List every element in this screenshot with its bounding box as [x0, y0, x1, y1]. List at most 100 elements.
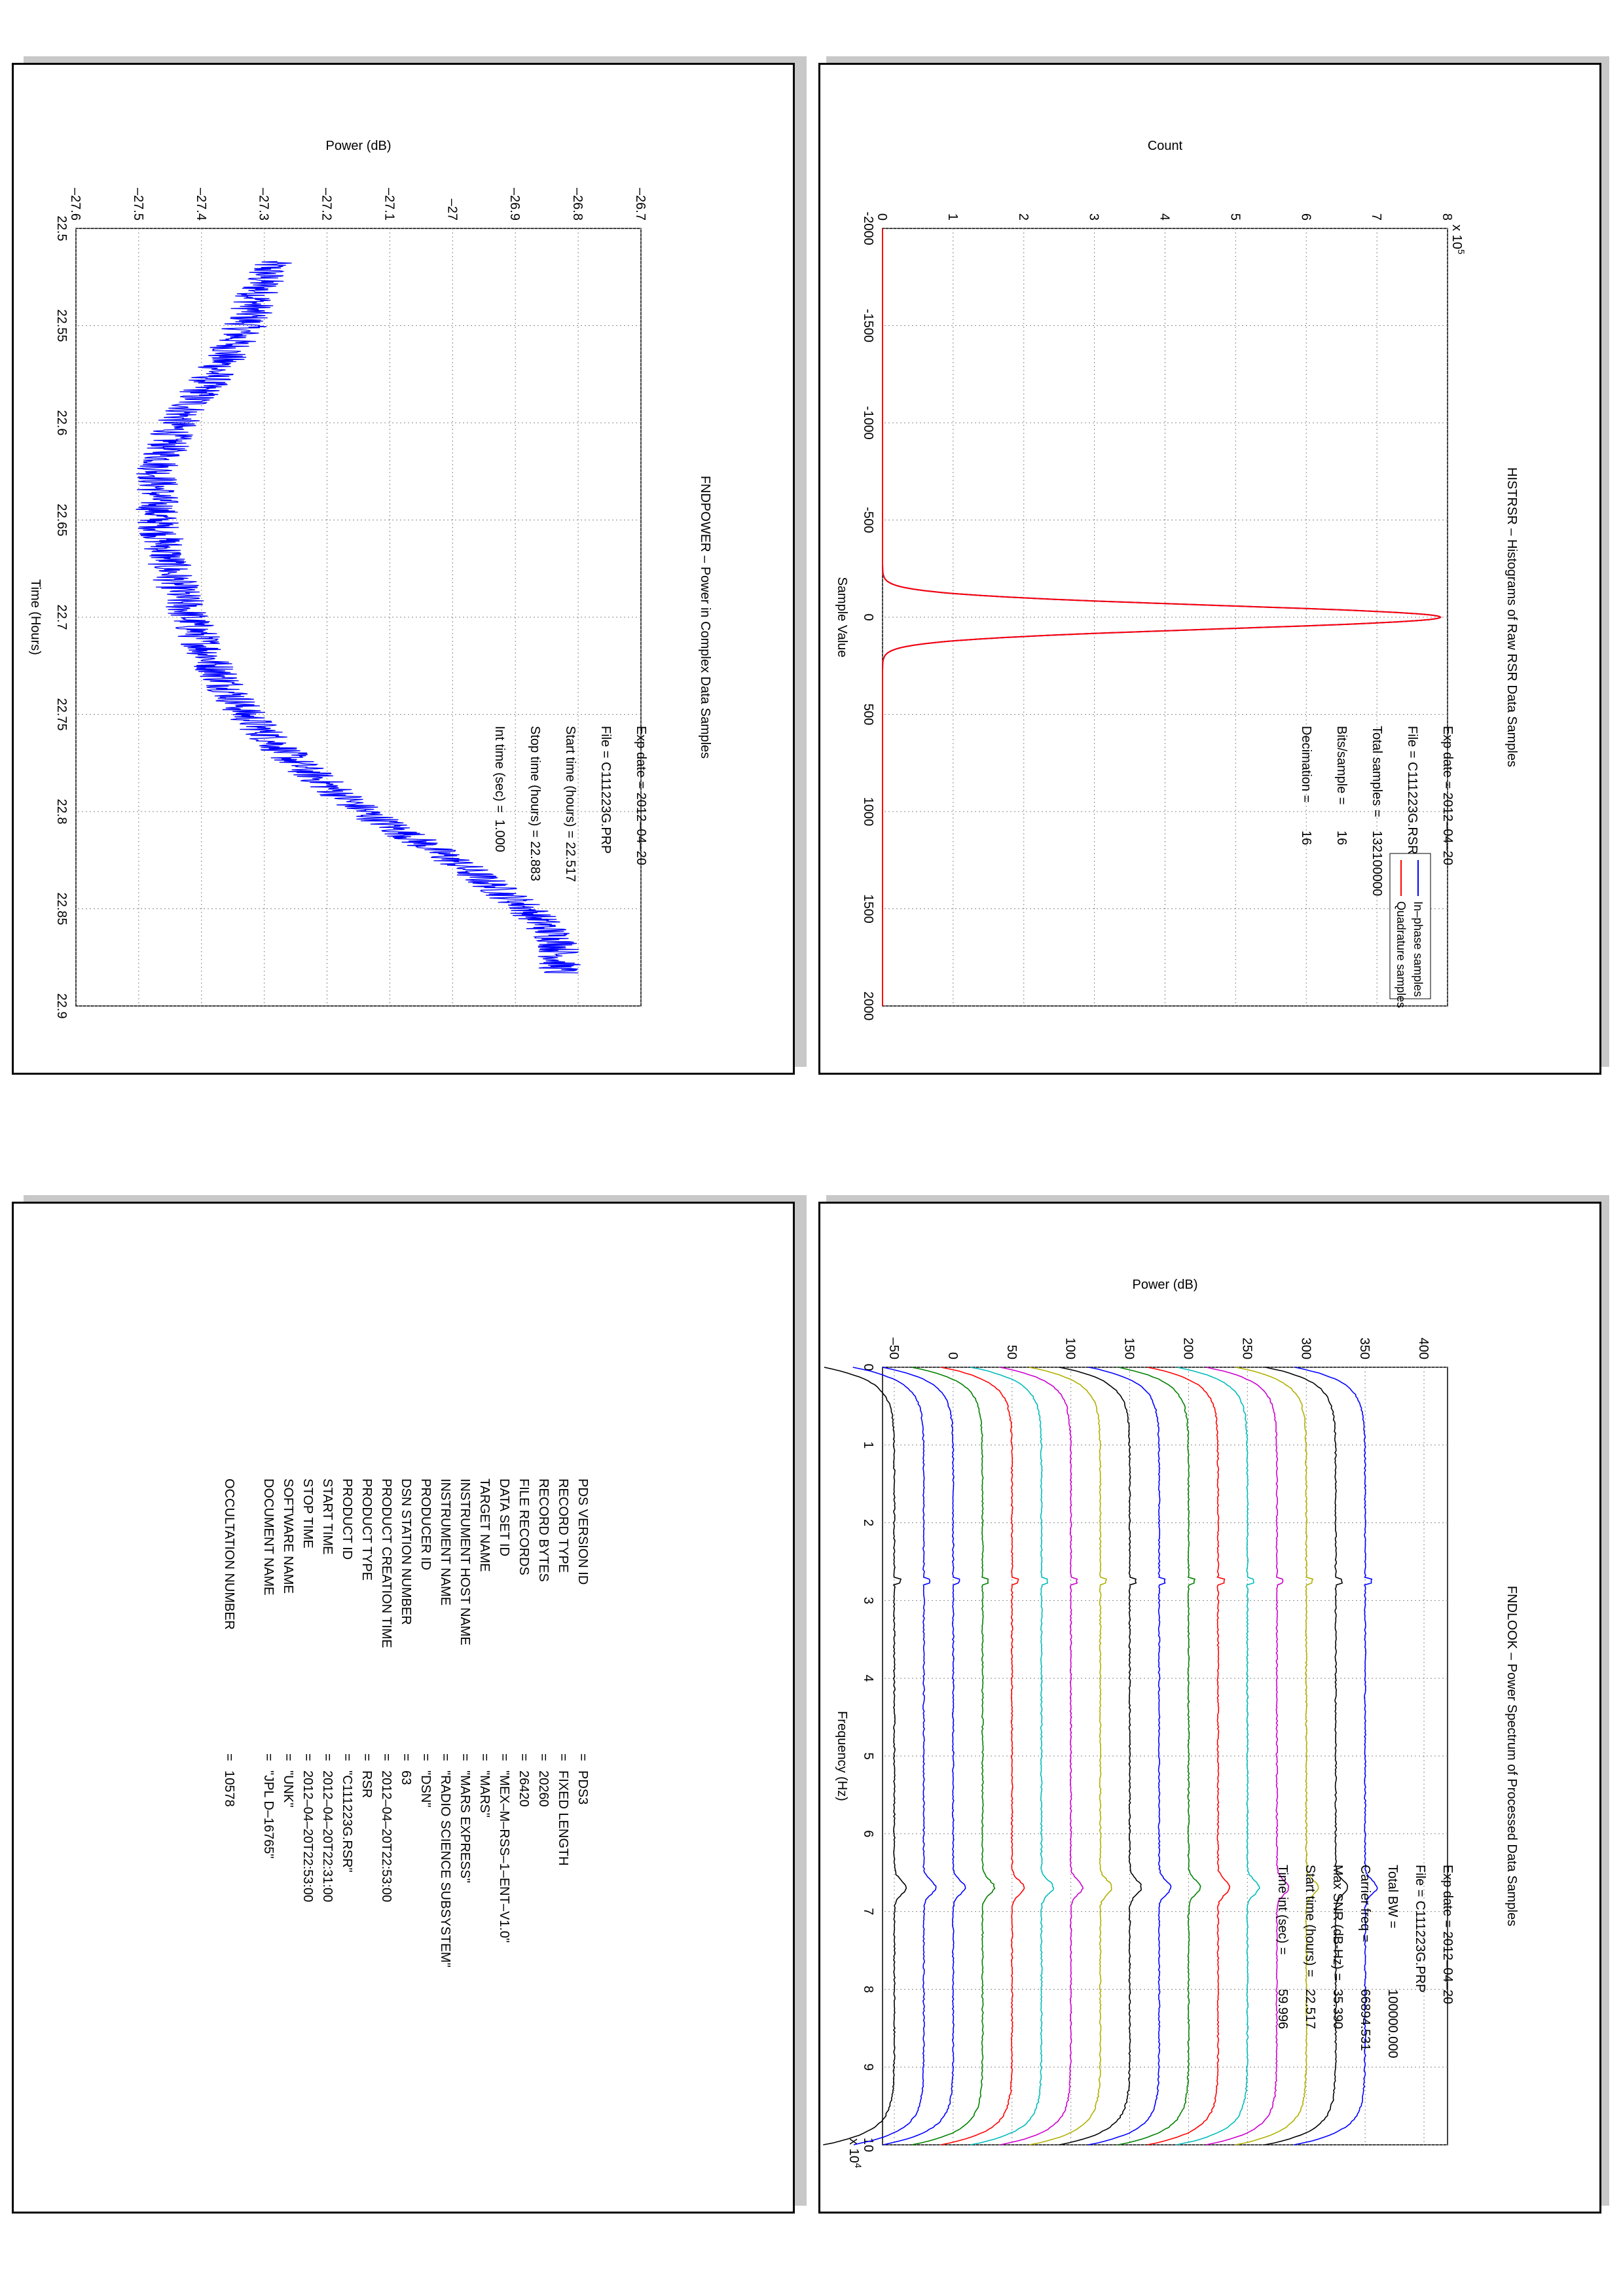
info-label: File = C111223G.RSR: [1405, 726, 1419, 855]
x-axis-label: Frequency (Hz): [835, 1711, 849, 1801]
pds-key: TARGET NAME: [477, 1479, 492, 1572]
series-line: [1294, 1367, 1378, 2145]
y-tick-label: 300: [1298, 1338, 1313, 1359]
pds-value: PDS3: [575, 1770, 590, 1805]
series-line: [1000, 1367, 1084, 2145]
pds-equals: =: [497, 1753, 511, 1761]
y-tick-label: –50: [886, 1338, 901, 1359]
pds-equals: =: [301, 1753, 315, 1761]
histogram-chart: -2000 -1500 -1000 -500 0 500 1000 1500 2000 0 1 2 3 4…: [835, 139, 1519, 1020]
series-line: [1059, 1367, 1142, 2145]
y-axis-label: Power (dB): [325, 139, 391, 153]
pds-row: PDS VERSION ID = PDS3: [573, 1204, 590, 2212]
info-value: 16: [1299, 831, 1313, 845]
pds-value: "MARS": [477, 1770, 492, 1818]
pds-row: TARGET NAME = "MARS": [475, 1204, 492, 2212]
series-line: [852, 1367, 937, 2145]
x-tick-label: 5: [861, 1752, 875, 1759]
y-tick-label: 7: [1369, 213, 1383, 221]
pds-equals: =: [418, 1753, 433, 1761]
x-tick-label: 22.75: [54, 698, 69, 730]
series-line: [940, 1367, 1025, 2145]
series-line: [1029, 1367, 1112, 2145]
y-tick-label: 2: [1016, 213, 1030, 221]
power-chart: 22.5 22.55 22.6 22.65 22.7 22.75 22.8 22.85 22.9…: [28, 139, 712, 1018]
pds-value: 2012–04–20T22:53:00: [301, 1770, 315, 1903]
info-label: File = C111223G.PRP: [1413, 1865, 1427, 1992]
y-tick-label: –27: [445, 199, 459, 221]
x-tick-label: 0: [861, 1363, 875, 1371]
pds-equals: =: [222, 1753, 236, 1761]
x-tick-label: 22.55: [54, 309, 69, 342]
pds-row: SOFTWARE NAME = "UNK": [278, 1204, 295, 2212]
pds-value: 2012–04–20T22:31:00: [320, 1770, 335, 1903]
pds-key: PRODUCT CREATION TIME: [379, 1479, 393, 1648]
pds-key: RECORD TYPE: [556, 1479, 570, 1573]
y-tick-label: 0: [945, 1352, 960, 1359]
legend: In–phase samples Quadrature samples: [1389, 853, 1431, 1008]
pds-equals: =: [379, 1753, 393, 1761]
pds-equals: =: [340, 1753, 354, 1761]
y-exponent-power: 5: [1456, 249, 1467, 255]
y-tick-label: 5: [1228, 213, 1242, 221]
pds-value: RSR: [359, 1770, 374, 1799]
legend-label: Quadrature samples: [1395, 901, 1408, 1008]
pds-equals: =: [438, 1753, 452, 1761]
pds-equals: =: [320, 1753, 335, 1761]
series-line: [882, 1367, 966, 2145]
pds-value: 2012–04–20T22:53:00: [379, 1770, 393, 1903]
y-axis-label: Count: [1148, 139, 1183, 153]
x-tick-label: 2000: [861, 992, 875, 1021]
pds-equals: =: [477, 1753, 492, 1761]
pds-key: PRODUCT TYPE: [359, 1479, 374, 1581]
pds-row: DATA SET ID = "MEX–M–RSS–1–ENT–V1.0": [494, 1204, 511, 2212]
pds-row: [239, 1204, 256, 2212]
pds-label-table: PDS VERSION ID = PDS3 RECORD TYPE = FIXED LEN…: [14, 1204, 793, 2212]
pds-key: PRODUCER ID: [418, 1479, 433, 1571]
info-value: 16: [1334, 831, 1349, 845]
info-label: Bits/sample =: [1334, 726, 1349, 805]
chart-title: FNDPOWER – Power in Complex Data Samples: [698, 476, 712, 759]
y-axis-label: Power (dB): [1132, 1278, 1197, 1292]
x-tick-label: 7: [861, 1908, 875, 1915]
x-tick-label: 22.6: [54, 410, 69, 436]
series-line: [136, 260, 581, 974]
series-line: [1264, 1367, 1349, 2145]
x-tick-label: 1500: [861, 894, 875, 924]
y-tick-label: 350: [1357, 1338, 1372, 1359]
y-tick-label: 150: [1122, 1338, 1137, 1359]
pds-value: "JPL D–16765": [261, 1770, 276, 1859]
info-label: File = C111223G.PRP: [598, 726, 613, 853]
chart-title: FNDLOOK – Power Spectrum of Processed Da…: [1504, 1586, 1519, 1926]
info-value: 66894.531: [1358, 1989, 1372, 2051]
series-line: [1118, 1367, 1201, 2145]
x-tick-label: 4: [861, 1675, 875, 1682]
y-exponent-label: x 105: [1450, 224, 1467, 255]
series-line: [911, 1367, 996, 2145]
x-tick-label: 3: [861, 1597, 875, 1604]
pds-value: "UNK": [281, 1770, 295, 1808]
pds-equals: =: [399, 1753, 413, 1761]
pds-value: 63: [399, 1770, 413, 1785]
pds-row: FILE RECORDS = 26420: [514, 1204, 531, 2212]
y-tick-label: –27.1: [382, 188, 396, 221]
pds-row: DOCUMENT NAME = "JPL D–16765": [259, 1204, 276, 2212]
rotated-page: -2000 -1500 -1000 -500 0 500 1000 1500 2000 0 1 2 3 4…: [835, 139, 1519, 1020]
pds-key: RECORD BYTES: [536, 1479, 551, 1582]
y-tick-label: –27.2: [319, 188, 334, 221]
pds-key: DSN STATION NUMBER: [399, 1479, 413, 1625]
info-value: 22.517: [1303, 1989, 1317, 2029]
info-label: Start time (hours) = 22.517: [563, 726, 577, 882]
rotated-page: 22.5 22.55 22.6 22.65 22.7 22.75 22.8 22.85 22.9…: [28, 139, 712, 1018]
series-line: [1176, 1367, 1260, 2145]
info-value: 59.996: [1275, 1989, 1290, 2029]
x-tick-label: 22.9: [54, 994, 69, 1019]
x-tick-label: 8: [861, 1986, 875, 1993]
info-value: 100000.000: [1385, 1989, 1400, 2058]
info-label: Exp date = 2012–04–20: [1440, 1865, 1455, 2004]
pds-equals: =: [517, 1753, 531, 1761]
x-tick-label: -1500: [861, 309, 875, 342]
y-tick-label: 400: [1416, 1338, 1431, 1359]
